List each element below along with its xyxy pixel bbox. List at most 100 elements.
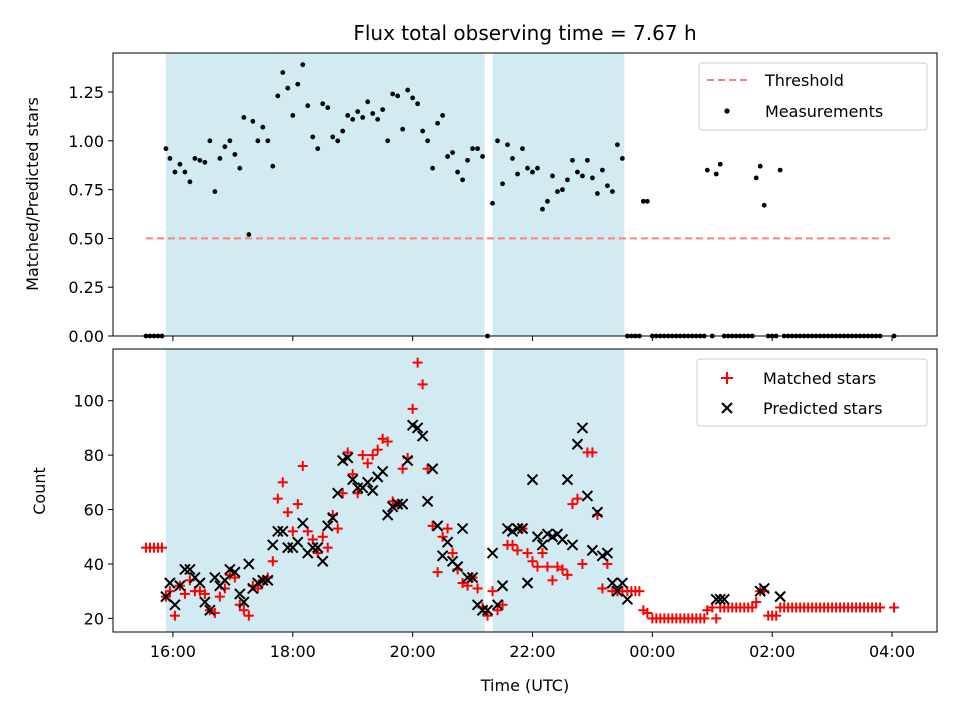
matched-star-marker: [272, 493, 283, 504]
measurement-point: [717, 161, 723, 167]
predicted-star-marker: [561, 473, 574, 486]
measurement-point: [241, 115, 247, 120]
predicted-star-marker: [381, 509, 394, 521]
measurement-point: [310, 134, 316, 140]
measurement-point: [753, 175, 759, 181]
measurement-point: [575, 169, 580, 175]
x-tick-label: 02:00: [749, 642, 795, 661]
measurement-point: [375, 116, 381, 122]
matched-star-marker: [199, 588, 210, 599]
matched-star-marker: [492, 605, 503, 616]
predicted-star-marker: [332, 487, 344, 499]
predicted-star-marker: [312, 541, 324, 554]
measurement-point: [187, 179, 193, 185]
matched-star-marker: [482, 610, 493, 621]
predicted-star-marker: [164, 577, 176, 589]
predicted-star-marker: [476, 604, 489, 616]
measurement-point: [345, 113, 351, 118]
measurement-point: [237, 165, 243, 171]
predicted-star-marker: [466, 571, 479, 584]
top-y-axis-label: Matched/Predicted stars: [23, 97, 42, 291]
measurement-point: [255, 138, 261, 144]
predicted-star-marker: [160, 590, 172, 603]
measurement-point: [520, 146, 525, 152]
matched-star-marker: [634, 586, 645, 597]
measurement-point: [380, 107, 386, 112]
measurement-point: [330, 134, 336, 140]
matched-star-marker: [412, 357, 423, 368]
x-tick-label: 00:00: [629, 642, 675, 661]
measurement-point: [250, 118, 256, 124]
matched-star-marker: [332, 523, 343, 534]
predicted-star-marker: [342, 452, 354, 464]
measurement-point: [595, 191, 600, 196]
matched-star-marker: [322, 542, 333, 553]
measurement-point: [565, 177, 570, 183]
measurement-point: [207, 138, 213, 144]
top-plot-frame: [112, 52, 938, 337]
predicted-star-marker: [616, 577, 629, 589]
measurement-point: [395, 93, 401, 99]
predicted-star-marker: [209, 571, 221, 584]
top-y-axis: 0.00 0.25 0.50 0.75 1.00 1.25: [68, 83, 113, 346]
predicted-star-marker: [526, 473, 539, 486]
bottom-y-axis: 20 40 60 80 100: [73, 392, 113, 628]
measurement-point: [202, 159, 208, 165]
predicted-star-marker: [297, 517, 309, 529]
measurement-point: [260, 124, 266, 130]
matched-star-marker: [572, 493, 583, 504]
predicted-star-marker: [456, 522, 469, 535]
predicted-star-marker: [431, 520, 444, 532]
measurement-point: [640, 198, 646, 204]
measurement-point: [490, 200, 495, 206]
matched-star-marker: [771, 610, 782, 621]
matched-star-marker: [577, 558, 588, 569]
matched-star-marker: [532, 561, 543, 572]
matched-star-marker: [512, 545, 523, 556]
matched-star-marker: [382, 436, 393, 447]
measurement-point: [465, 157, 470, 163]
measurement-point: [222, 144, 228, 150]
matched-star-marker: [597, 583, 608, 594]
y-tick-label: 60: [84, 501, 104, 520]
x-tick-label: 18:00: [270, 642, 316, 661]
matched-star-marker: [547, 575, 558, 586]
predicted-star-marker: [718, 593, 730, 606]
predicted-star-marker: [243, 558, 255, 570]
matched-star-marker: [567, 499, 578, 510]
predicted-star-marker: [366, 484, 379, 497]
bottom-legend-box: [696, 358, 928, 427]
measurement-point: [530, 169, 535, 175]
measurement-point: [540, 206, 545, 212]
measurement-point: [405, 87, 411, 93]
legend-matched-label: Matched stars: [763, 369, 876, 388]
measurement-point: [475, 146, 480, 152]
measurement-point: [644, 198, 650, 204]
predicted-star-marker: [219, 574, 231, 587]
predicted-star-marker: [601, 547, 614, 559]
measurement-point: [167, 155, 173, 161]
bottom-panel: 20 40 60 80 100 16:00 18:00 20:00 22:00 00:00 02:…: [30, 348, 938, 695]
measurement-point: [290, 113, 296, 118]
matched-star-marker: [557, 564, 568, 575]
observing-window-band: [492, 349, 625, 632]
matched-star-marker: [432, 567, 443, 578]
observing-window-band: [165, 53, 485, 336]
y-tick-label: 1.25: [68, 83, 104, 102]
matched-star-marker: [347, 469, 358, 480]
predicted-stars-points: [160, 419, 786, 616]
measurement-point: [192, 155, 198, 161]
bottom-y-axis-label: Count: [30, 467, 49, 515]
predicted-star-marker: [714, 593, 726, 606]
observing-window-band: [492, 53, 625, 336]
matched-star-marker: [357, 450, 368, 461]
predicted-star-marker: [416, 430, 429, 442]
matched-star-marker: [875, 602, 886, 613]
predicted-star-marker: [774, 590, 786, 603]
y-tick-label: 0.75: [68, 181, 104, 200]
matched-star-marker: [164, 586, 175, 597]
matched-star-marker: [751, 597, 762, 608]
predicted-star-marker: [396, 498, 409, 510]
measurement-point: [500, 181, 505, 187]
observing-window-band: [165, 349, 485, 632]
